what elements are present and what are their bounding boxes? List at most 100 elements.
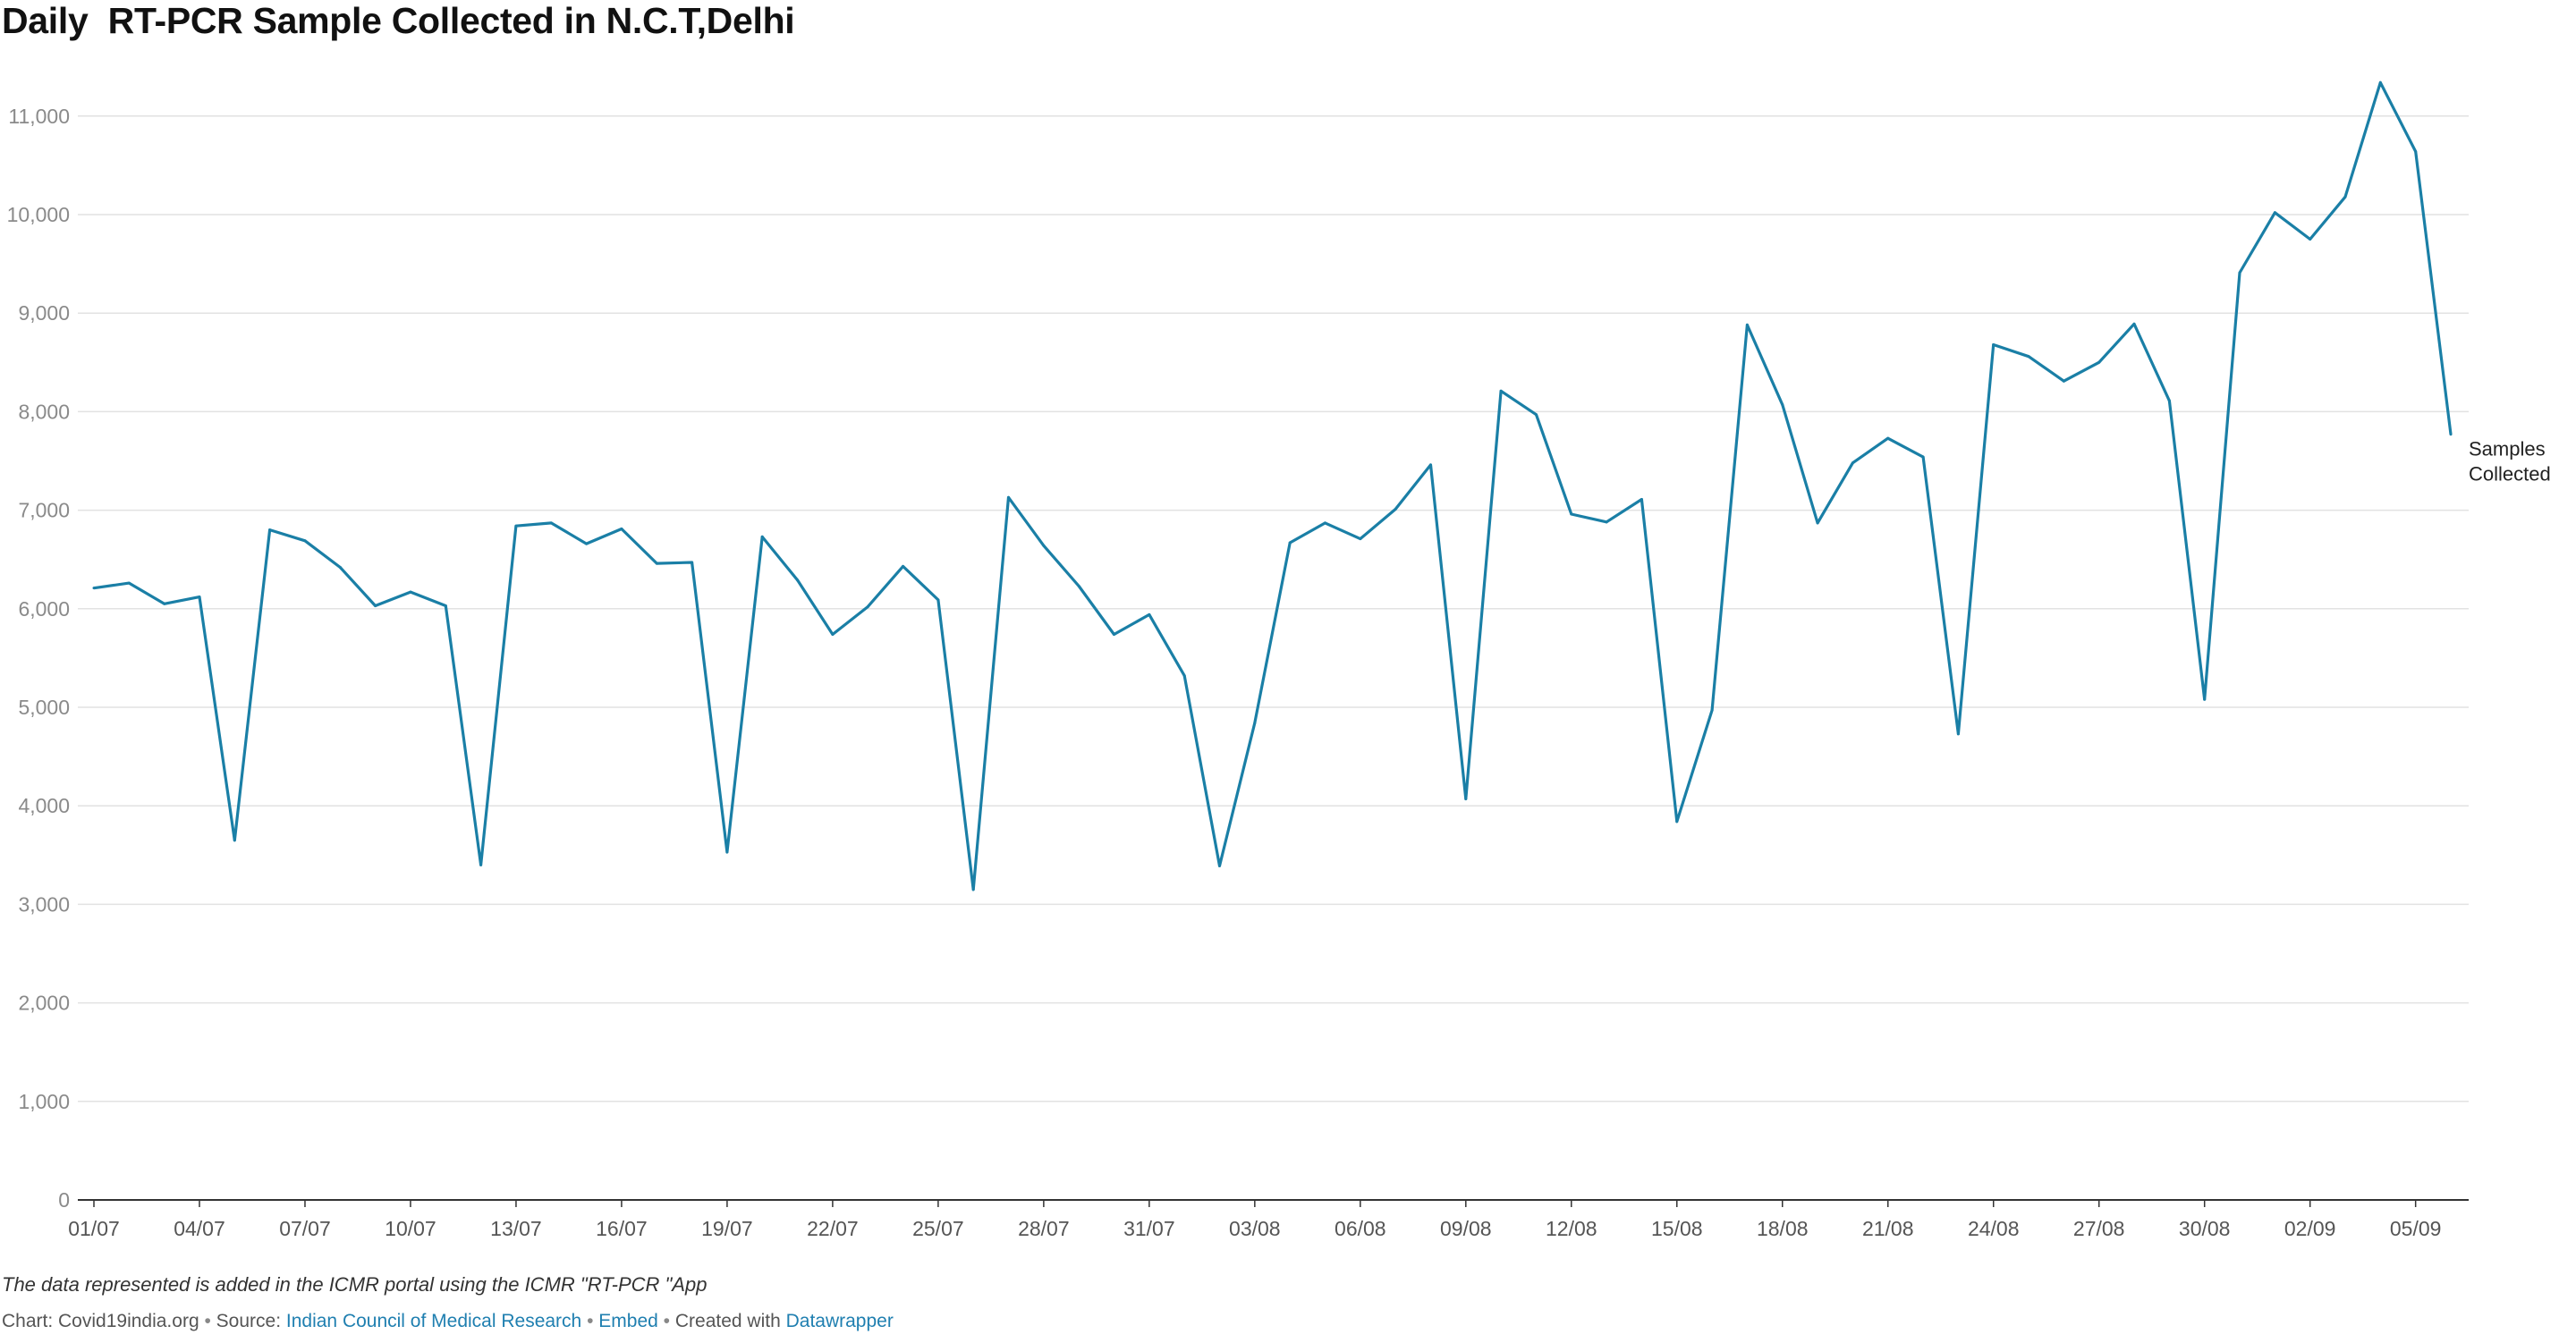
data-point: [2378, 80, 2382, 84]
data-point: [163, 602, 166, 605]
footer-source-label: Source:: [216, 1311, 282, 1331]
series-group: Samples Collected: [92, 80, 2551, 891]
x-tick-label: 05/09: [2390, 1217, 2442, 1240]
data-point: [2238, 271, 2241, 275]
data-point: [1710, 708, 1714, 712]
series-line: [93, 80, 2453, 891]
y-tick-label: 6,000: [18, 597, 70, 621]
data-point: [549, 521, 553, 525]
x-tick-label: 22/07: [807, 1217, 859, 1240]
data-point: [2449, 433, 2453, 436]
x-tick-label: 28/07: [1018, 1217, 1070, 1240]
footer-separator: •: [663, 1311, 671, 1331]
x-tick-label: 30/08: [2179, 1217, 2231, 1240]
x-tick-label: 01/07: [68, 1217, 120, 1240]
x-tick-label: 03/08: [1229, 1217, 1281, 1240]
data-point: [2309, 238, 2312, 241]
datawrapper-link[interactable]: Datawrapper: [785, 1311, 894, 1331]
chart-footer: Chart: Covid19india.org • Source: Indian…: [2, 1311, 894, 1332]
x-tick-label: 04/07: [174, 1217, 225, 1240]
data-point: [2273, 211, 2276, 215]
x-tick-label: 13/07: [490, 1217, 542, 1240]
data-point: [1570, 512, 1573, 516]
data-point: [127, 581, 131, 585]
y-tick-label: 11,000: [8, 105, 70, 128]
data-point: [444, 604, 447, 607]
data-point: [1428, 463, 1432, 467]
data-point: [1534, 413, 1538, 417]
data-point: [1675, 820, 1679, 824]
data-point: [1640, 497, 1643, 501]
data-point: [902, 564, 905, 568]
x-tick-label: 31/07: [1123, 1217, 1175, 1240]
data-point: [2097, 360, 2101, 364]
data-point: [971, 888, 975, 891]
x-tick-label: 10/07: [385, 1217, 436, 1240]
data-point: [691, 561, 694, 564]
chart-notes: The data represented is added in the ICM…: [2, 1273, 708, 1296]
data-point: [1323, 521, 1326, 525]
x-tick-label: 06/08: [1335, 1217, 1386, 1240]
footer-chart-credit: Chart: Covid19india.org: [2, 1311, 199, 1331]
embed-link[interactable]: Embed: [598, 1311, 658, 1331]
data-point: [796, 579, 800, 582]
data-point: [760, 535, 764, 538]
data-point: [2343, 195, 2347, 198]
data-point: [1359, 537, 1362, 541]
x-tick-label: 12/08: [1546, 1217, 1597, 1240]
footer-created-label: Created with: [674, 1311, 781, 1331]
data-point: [2167, 399, 2171, 402]
y-axis-ticks: 0 1,000 2,000 3,000 4,000 5,000 6,000 7,000 8,00…: [7, 105, 70, 1212]
x-tick-label: 27/08: [2073, 1217, 2125, 1240]
source-link[interactable]: Indian Council of Medical Research: [285, 1311, 582, 1331]
data-point: [514, 524, 518, 528]
data-point: [233, 839, 236, 842]
data-point: [1253, 722, 1257, 725]
data-point: [1605, 520, 1608, 524]
data-point: [1886, 436, 1890, 440]
data-point: [2203, 697, 2207, 701]
data-point: [2027, 355, 2030, 359]
data-point: [725, 850, 729, 854]
x-tick-label: 19/07: [701, 1217, 753, 1240]
data-point: [1007, 495, 1011, 499]
data-point: [1113, 632, 1116, 636]
x-axis-ticks: 01/07 04/07 07/07 10/07 13/07 16/07 19/07 22/07…: [68, 1200, 2441, 1240]
data-point: [374, 604, 377, 607]
data-point: [866, 605, 869, 609]
data-point: [1148, 612, 1151, 616]
data-point: [1816, 521, 1819, 525]
data-point: [92, 587, 96, 590]
data-point: [1464, 797, 1468, 800]
y-tick-label: 0: [58, 1188, 70, 1212]
x-tick-label: 07/07: [279, 1217, 331, 1240]
data-point: [1956, 732, 1960, 736]
data-point: [303, 539, 307, 543]
data-point: [1077, 584, 1080, 587]
data-point: [585, 542, 589, 545]
data-point: [1499, 389, 1503, 393]
data-point: [1182, 674, 1186, 678]
gridlines: [78, 115, 2469, 1102]
y-tick-label: 9,000: [18, 301, 70, 325]
x-tick-label: 18/08: [1757, 1217, 1809, 1240]
y-tick-label: 7,000: [18, 499, 70, 522]
data-point: [1851, 461, 1854, 465]
chart-title: Daily RT-PCR Sample Collected in N.C.T,D…: [2, 0, 795, 41]
y-tick-label: 8,000: [18, 400, 70, 423]
data-point: [1745, 323, 1749, 326]
data-point: [655, 562, 658, 565]
x-tick-label: 21/08: [1862, 1217, 1914, 1240]
line-chart: 0 1,000 2,000 3,000 4,000 5,000 6,000 7,000 8,00…: [7, 80, 2551, 1240]
y-tick-label: 1,000: [18, 1090, 70, 1113]
data-point: [831, 632, 835, 636]
data-point: [2414, 149, 2418, 153]
data-point: [1288, 541, 1292, 545]
data-point: [268, 528, 272, 532]
y-tick-label: 5,000: [18, 696, 70, 719]
series-end-label: Samples Collected: [2469, 438, 2551, 486]
data-point: [1218, 864, 1222, 867]
x-tick-label: 24/08: [1968, 1217, 2020, 1240]
footer-separator: •: [587, 1311, 594, 1331]
y-tick-label: 3,000: [18, 892, 70, 916]
